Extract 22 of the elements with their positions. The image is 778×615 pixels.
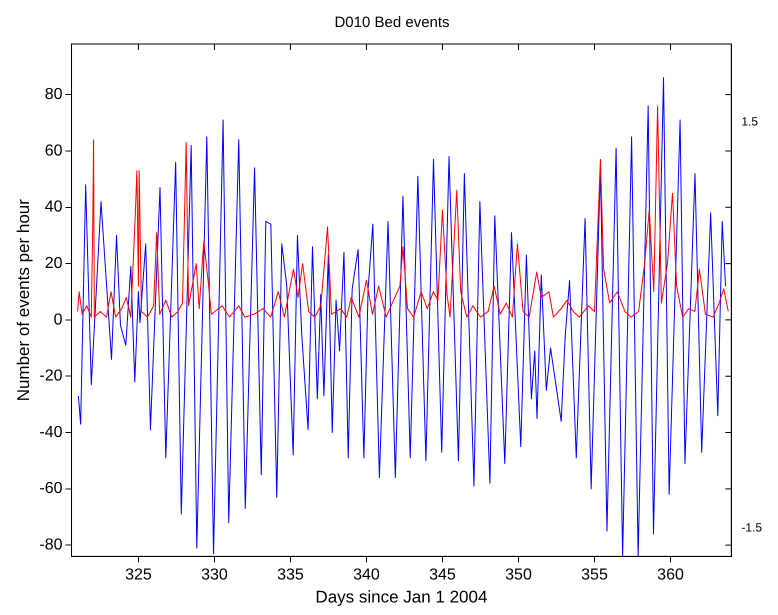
x-tick-label: 325 bbox=[125, 566, 152, 584]
y-tick-label: -20 bbox=[39, 368, 63, 385]
y-tick-label: -80 bbox=[39, 536, 63, 554]
y-tick-label: -40 bbox=[39, 424, 63, 441]
x-tick-label: 340 bbox=[353, 566, 380, 584]
x-tick-label: 335 bbox=[277, 566, 304, 584]
x-tick-label: 355 bbox=[581, 566, 608, 584]
y-axis-title: Number of events per hour bbox=[14, 198, 33, 402]
x-tick-label: 350 bbox=[505, 566, 532, 584]
y-tick-label: -60 bbox=[39, 480, 63, 498]
x-tick-label: 345 bbox=[429, 566, 456, 584]
x-tick-label: 330 bbox=[201, 566, 228, 584]
chart-title: D010 Bed events bbox=[334, 14, 450, 32]
y-tick-label: 40 bbox=[44, 198, 63, 216]
y-tick-label: 0 bbox=[54, 311, 63, 328]
y-tick-label: 60 bbox=[44, 142, 63, 160]
x-tick-label: 360 bbox=[657, 566, 684, 584]
y2-tick-label: 1.5 bbox=[741, 114, 758, 129]
y-tick-label: 80 bbox=[44, 86, 63, 104]
y-tick-label: 20 bbox=[44, 255, 63, 272]
x-axis-title: Days since Jan 1 2004 bbox=[315, 587, 488, 606]
y2-tick-label: -1.5 bbox=[741, 520, 762, 534]
